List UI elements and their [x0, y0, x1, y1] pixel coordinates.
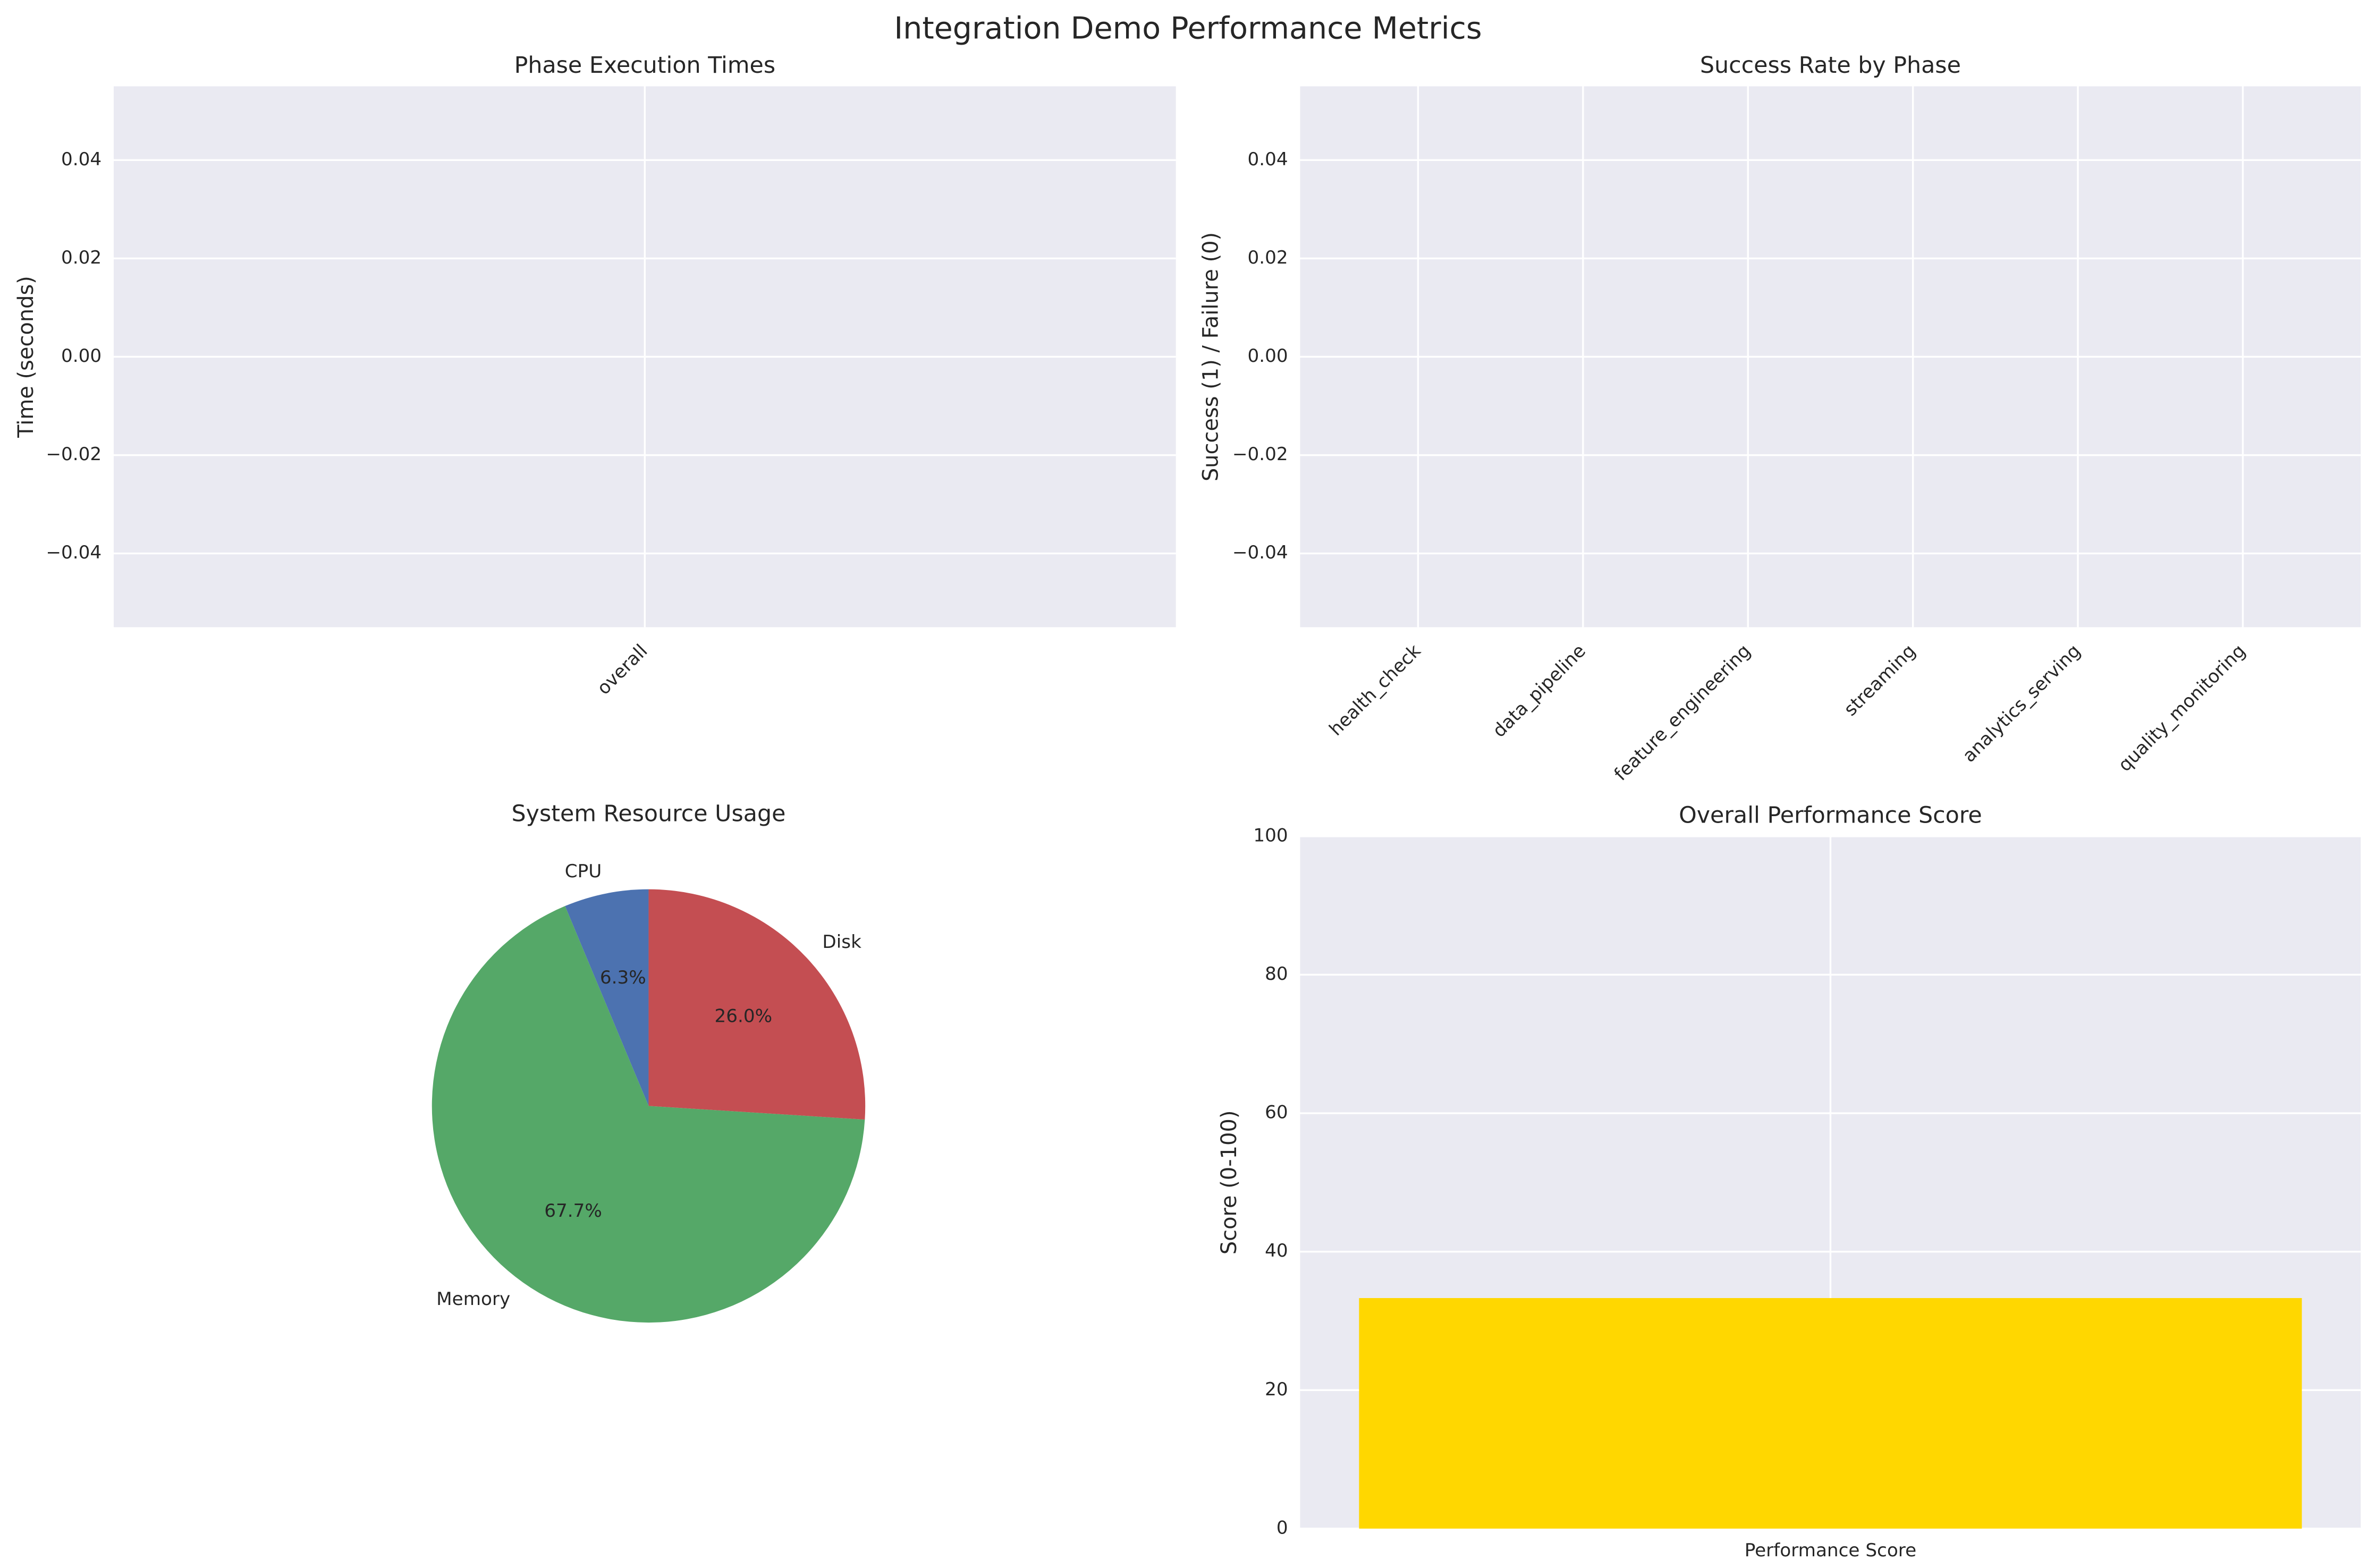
y-tick-label: 0.00: [1248, 345, 1288, 367]
y-tick-label: −0.04: [1232, 542, 1288, 563]
y-tick-label: −0.04: [46, 542, 102, 563]
y-axis-label: Success (1) / Failure (0): [1199, 232, 1223, 481]
bar: [1359, 1298, 2302, 1529]
y-tick-label: 80: [1265, 963, 1288, 985]
y-tick-label: −0.02: [46, 444, 102, 465]
figure-title: Integration Demo Performance Metrics: [894, 11, 1482, 46]
chart-title: Success Rate by Phase: [1700, 52, 1961, 79]
y-axis-label: Score (0-100): [1217, 1111, 1241, 1255]
pie-label: Disk: [822, 931, 861, 953]
y-tick-label: 0.02: [61, 247, 102, 268]
y-tick-label: 0.00: [61, 345, 102, 367]
pie-value-label: 67.7%: [544, 1200, 602, 1222]
chart-title: Overall Performance Score: [1679, 802, 1982, 828]
y-tick-label: 20: [1265, 1379, 1288, 1400]
pie-value-label: 6.3%: [600, 967, 646, 988]
pie-label: Memory: [436, 1289, 510, 1310]
pie-slice: [432, 906, 865, 1323]
y-tick-label: 0.02: [1248, 247, 1288, 268]
x-tick-label: Performance Score: [1745, 1540, 1916, 1561]
y-tick-label: −0.02: [1232, 444, 1288, 465]
pie-value-label: 26.0%: [714, 1005, 772, 1027]
y-axis-label: Time (seconds): [14, 276, 38, 438]
chart-title: System Resource Usage: [512, 800, 786, 827]
y-tick-label: 40: [1265, 1240, 1288, 1261]
chart-title: Phase Execution Times: [514, 52, 776, 79]
y-tick-label: 60: [1265, 1102, 1288, 1123]
y-tick-label: 100: [1253, 825, 1288, 846]
y-tick-label: 0.04: [1248, 149, 1288, 170]
y-tick-label: 0.04: [61, 149, 102, 170]
pie-slice: [648, 889, 866, 1120]
pie-label: CPU: [565, 861, 602, 882]
y-tick-label: 0: [1276, 1517, 1288, 1538]
pie-slice: [565, 889, 649, 1106]
